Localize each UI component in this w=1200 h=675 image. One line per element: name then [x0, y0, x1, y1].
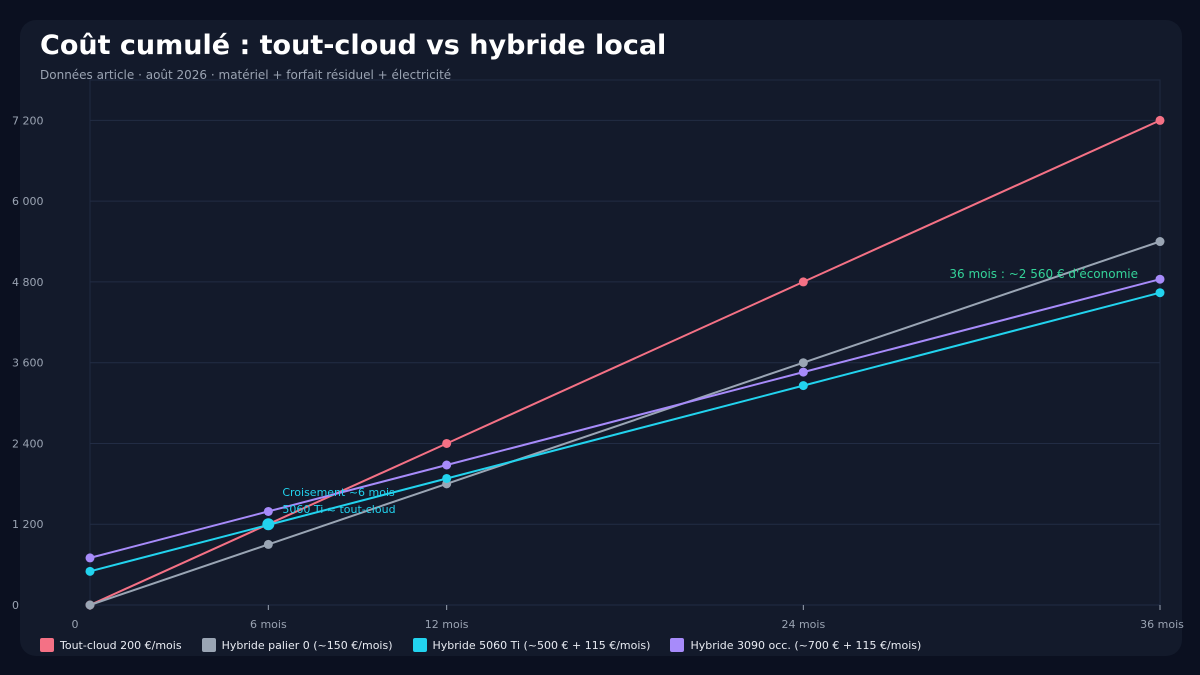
crossover-marker: [262, 518, 275, 531]
series-line: [89, 240, 1161, 606]
legend-item: Hybride 5060 Ti (~500 € + 115 €/mois): [412, 638, 651, 652]
data-point: [263, 539, 273, 549]
legend-label: Hybride palier 0 (~150 €/mois): [221, 638, 393, 652]
legend-swatch: [40, 638, 54, 652]
data-point: [798, 277, 808, 287]
data-point: [85, 566, 95, 576]
x-tick-label: 6 mois: [250, 618, 287, 631]
data-point: [798, 358, 808, 368]
data-point: [263, 506, 273, 516]
annotation-crossover-line2: 5060 Ti ≈ tout-cloud: [282, 503, 395, 516]
series-line: [89, 291, 1161, 573]
data-point: [85, 553, 95, 563]
y-tick-label: 3 600: [12, 357, 44, 370]
y-tick-label: 2 400: [12, 437, 44, 450]
legend-item: Tout-cloud 200 €/mois: [40, 638, 182, 652]
data-point: [85, 600, 95, 610]
x-tick-label: 0: [72, 618, 79, 631]
chart-subtitle: Données article · août 2026 · matériel +…: [40, 68, 452, 82]
legend-label: Tout-cloud 200 €/mois: [60, 638, 182, 652]
legend-label: Hybride 3090 occ. (~700 € + 115 €/mois): [690, 638, 922, 652]
legend-swatch: [201, 638, 216, 652]
legend-item: Hybride palier 0 (~150 €/mois): [201, 638, 393, 652]
data-point: [442, 460, 452, 470]
y-tick-label: 4 800: [12, 276, 44, 289]
data-point: [1155, 237, 1165, 247]
y-tick-label: 1 200: [12, 518, 44, 531]
chart-legend: Tout-cloud 200 €/mois Hybride palier 0 (~…: [40, 638, 921, 652]
x-tick-label: 12 mois: [425, 618, 469, 631]
y-tick-label: 7 200: [12, 114, 44, 127]
data-point: [442, 438, 452, 448]
annotation-savings: 36 mois : ~2 560 € d'économie: [949, 267, 1138, 281]
data-point: [1155, 115, 1165, 125]
series-line: [89, 278, 1161, 559]
plot-frame: [89, 79, 1161, 606]
x-tick-label: 36 mois: [1140, 618, 1184, 631]
legend-item: Hybride 3090 occ. (~700 € + 115 €/mois): [670, 638, 921, 652]
legend-swatch: [670, 638, 685, 652]
data-point: [798, 381, 808, 391]
annotation-crossover-line1: Croisement ~6 mois: [282, 486, 395, 499]
legend-swatch: [412, 638, 427, 652]
y-tick-label: 0: [12, 599, 19, 612]
x-tick-label: 24 mois: [781, 618, 825, 631]
chart-title: Coût cumulé : tout-cloud vs hybride loca…: [40, 30, 667, 61]
data-point: [798, 367, 808, 377]
legend-label: Hybride 5060 Ti (~500 € + 115 €/mois): [432, 638, 651, 652]
y-tick-label: 6 000: [12, 195, 44, 208]
data-point: [1155, 288, 1165, 298]
data-point: [442, 473, 452, 483]
data-point: [1155, 274, 1165, 284]
